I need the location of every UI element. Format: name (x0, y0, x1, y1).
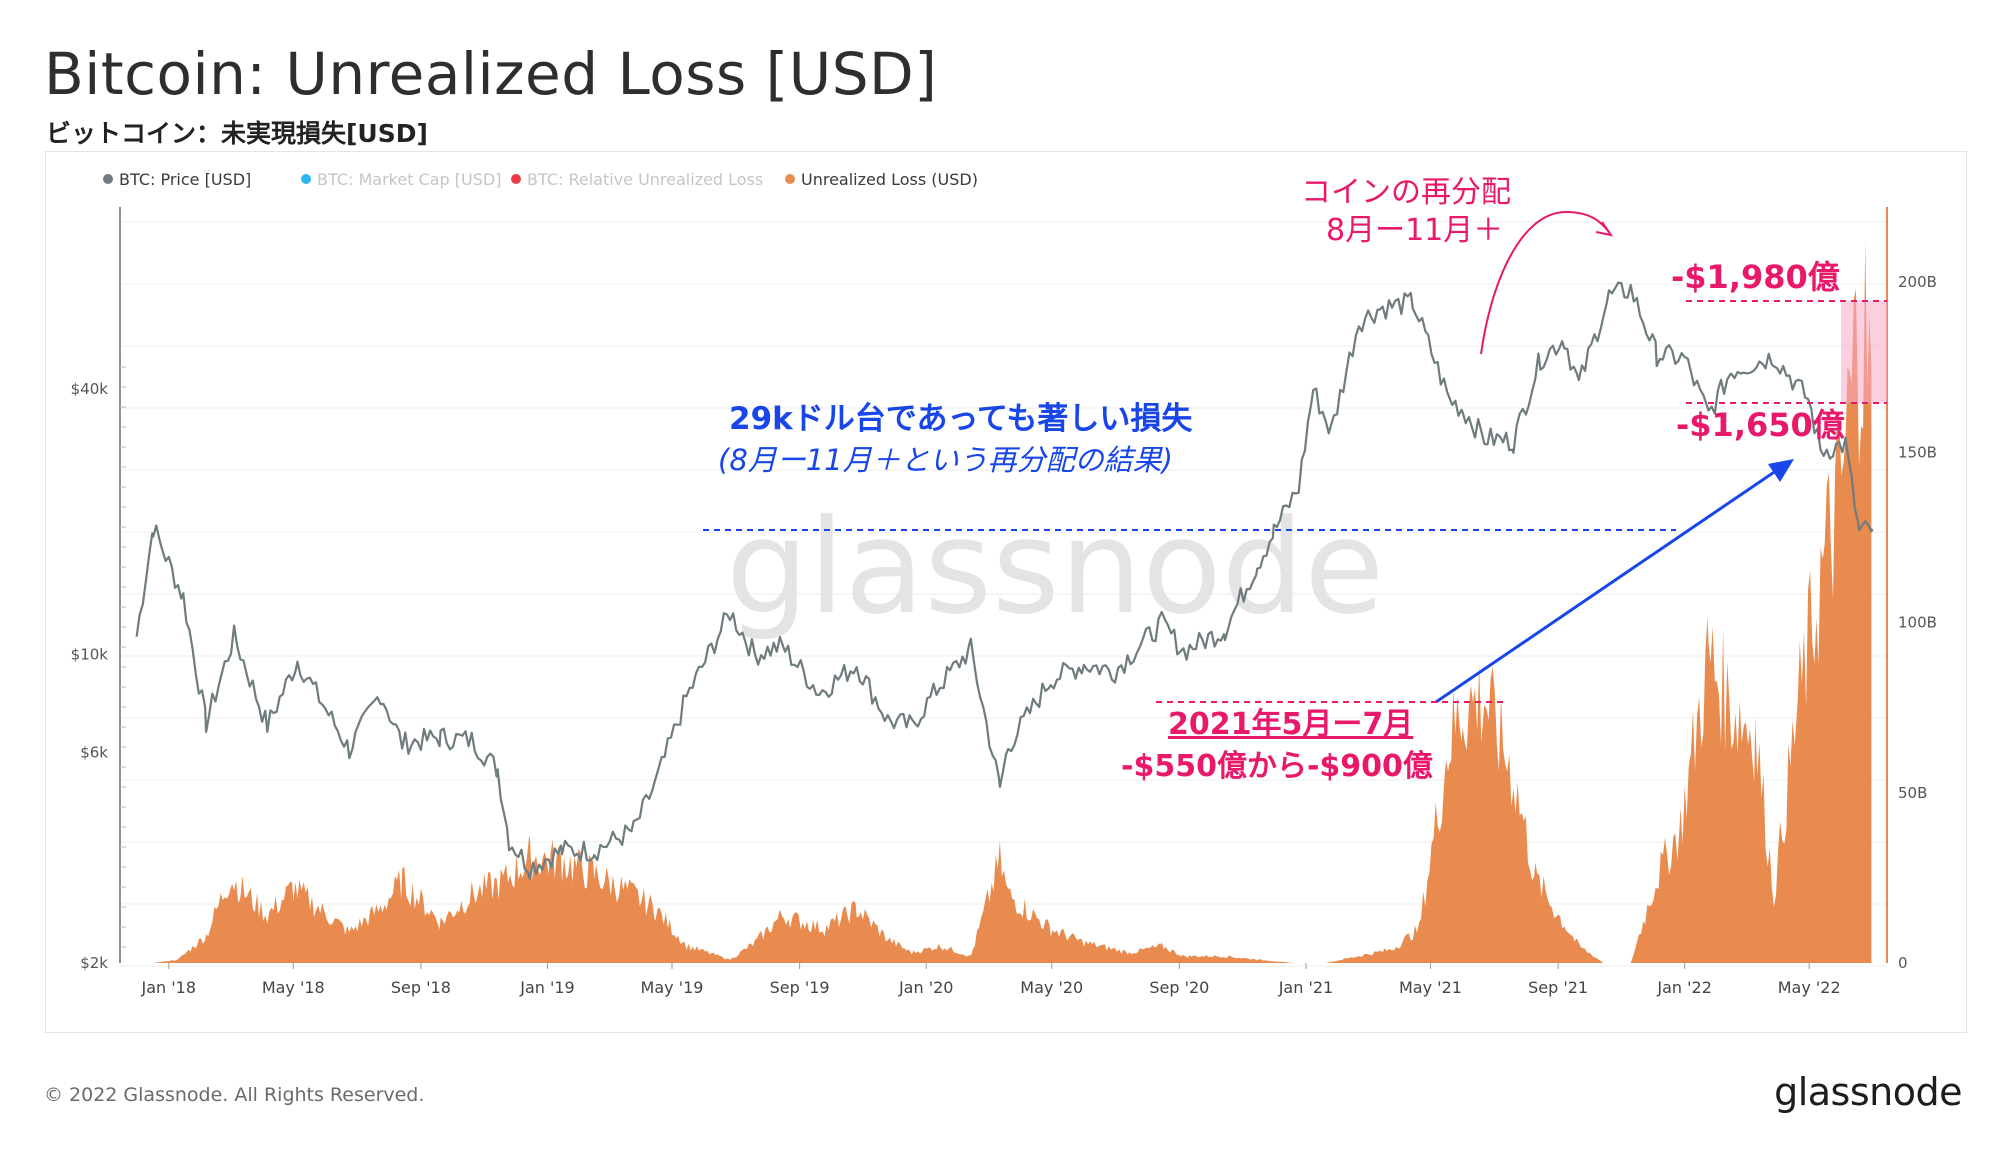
watermark: glassnode (726, 491, 1384, 643)
blue-annotation-title: 29kドル台であっても著しい損失 (729, 401, 1193, 437)
right-axis-ticks: 0 50B 100B 150B 200B (1898, 273, 1937, 972)
loss-top-label: -$1,980億 (1671, 258, 1840, 296)
x-tick-label: May '22 (1778, 978, 1841, 997)
range-2021-label-1: 2021年5月ー7月 (1168, 707, 1413, 742)
unrealized-loss-area (136, 242, 1872, 964)
brand-logo: glassnode (1774, 1070, 1962, 1114)
loss-mid-label: -$1,650億 (1676, 406, 1845, 444)
blue-arrowhead (1768, 459, 1794, 482)
blue-arrow-line (1435, 462, 1787, 704)
btc-price-line (135, 281, 1874, 880)
redistribution-label-2: 8月ー11月＋ (1326, 213, 1503, 248)
x-tick-label: May '20 (1020, 978, 1083, 997)
blue-annotation-subtitle: (8月ー11月＋という再分配の結果) (718, 443, 1173, 477)
x-tick-label: Jan '20 (898, 978, 954, 997)
left-tick-label: $10k (71, 646, 109, 664)
legend-swatch (301, 174, 311, 184)
annotations: -$1,980億 -$1,650億 コインの再分配 8月ー11月＋ 29kドル台… (703, 175, 1887, 784)
x-tick-label: Sep '20 (1149, 978, 1209, 997)
x-tick-label: Sep '19 (770, 978, 830, 997)
redistribution-label-1: コインの再分配 (1301, 175, 1511, 210)
x-axis-ticks: Jan '18 May '18 Sep '18 Jan '19 May '19 Sep '… (141, 963, 1841, 997)
legend-item[interactable]: Unrealized Loss (USD) (801, 170, 978, 189)
x-tick-label: Sep '18 (391, 978, 451, 997)
right-tick-label: 0 (1898, 954, 1908, 972)
right-tick-label: 100B (1898, 614, 1937, 632)
left-axis-ticks: $2k $6k $10k $40k (71, 366, 126, 972)
left-tick-label: $6k (80, 744, 108, 762)
left-tick-label: $40k (71, 380, 109, 398)
x-tick-label: Jan '19 (519, 978, 575, 997)
x-tick-label: May '18 (262, 978, 325, 997)
loss-range-highlight (1841, 301, 1887, 403)
x-tick-label: May '21 (1399, 978, 1462, 997)
x-tick-label: Jan '18 (141, 978, 197, 997)
legend-item[interactable]: BTC: Price [USD] (119, 170, 251, 189)
x-tick-label: Jan '21 (1278, 978, 1334, 997)
copyright: © 2022 Glassnode. All Rights Reserved. (44, 1084, 425, 1106)
x-tick-label: Sep '21 (1528, 978, 1588, 997)
page-subtitle: ビットコイン：未実現損失[USD] (46, 119, 428, 148)
legend-item[interactable]: BTC: Relative Unrealized Loss (527, 170, 763, 189)
right-tick-label: 50B (1898, 784, 1927, 802)
legend: BTC: Price [USD] BTC: Market Cap [USD] BTC… (103, 170, 978, 189)
page-title: Bitcoin: Unrealized Loss [USD] (44, 40, 938, 108)
legend-swatch (511, 174, 521, 184)
chart-panel: BTC: Price [USD] BTC: Market Cap [USD] BTC… (45, 151, 1967, 1033)
grid (120, 221, 1887, 967)
right-tick-label: 200B (1898, 273, 1937, 291)
chart-svg: BTC: Price [USD] BTC: Market Cap [USD] BTC… (71, 170, 1937, 997)
legend-swatch (785, 174, 795, 184)
right-tick-label: 150B (1898, 443, 1937, 461)
legend-swatch (103, 174, 113, 184)
legend-item[interactable]: BTC: Market Cap [USD] (317, 170, 501, 189)
left-tick-label: $2k (80, 954, 108, 972)
redistribution-arrowhead (1595, 221, 1614, 237)
redistribution-arrow (1480, 210, 1610, 355)
x-tick-label: Jan '22 (1656, 978, 1712, 997)
x-tick-label: May '19 (641, 978, 704, 997)
range-2021-label-2: -$550億から-$900億 (1121, 749, 1433, 784)
